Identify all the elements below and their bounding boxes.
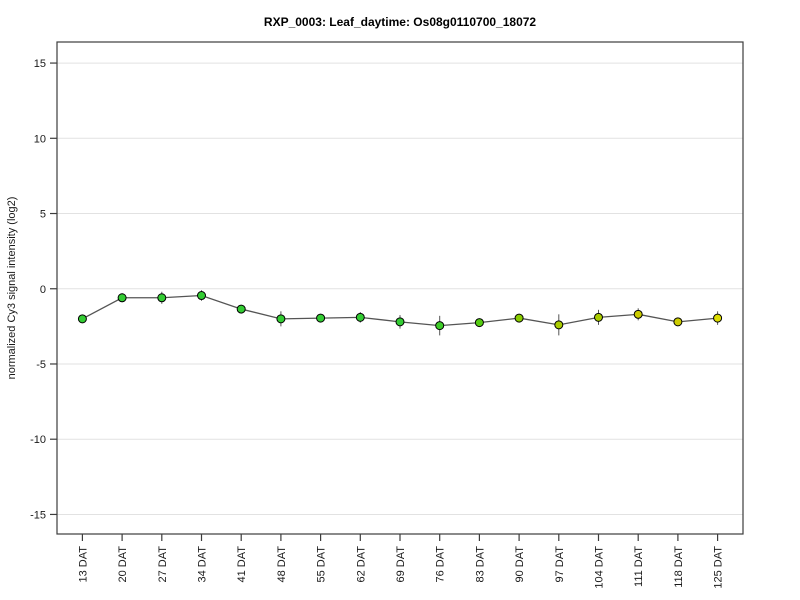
x-tick-label: 125 DAT <box>713 546 725 589</box>
y-axis-label: normalized Cy3 signal intensity (log2) <box>6 197 18 380</box>
data-points <box>77 291 723 331</box>
data-point <box>236 304 246 314</box>
data-point <box>633 309 643 319</box>
x-tick-label: 20 DAT <box>117 546 129 583</box>
data-point <box>395 317 405 327</box>
data-point <box>673 317 683 327</box>
data-point <box>474 318 484 328</box>
x-tick-label: 118 DAT <box>673 546 685 588</box>
y-tick-label: 0 <box>40 284 46 296</box>
y-tick-label: -5 <box>36 359 46 371</box>
x-tick-label: 69 DAT <box>395 546 407 583</box>
x-tick-label: 27 DAT <box>157 546 169 583</box>
y-tick-label: 5 <box>40 209 46 221</box>
chart-title: RXP_0003: Leaf_daytime: Os08g0110700_180… <box>264 15 537 29</box>
x-tick-label: 13 DAT <box>77 546 89 583</box>
data-point <box>713 313 723 323</box>
gridlines <box>57 62 743 515</box>
x-tick-label: 104 DAT <box>593 546 605 589</box>
x-tick-label: 34 DAT <box>197 546 209 583</box>
x-tick-label: 48 DAT <box>276 546 288 583</box>
x-tick-label: 90 DAT <box>514 546 526 583</box>
data-point <box>117 293 127 303</box>
x-tick-label: 62 DAT <box>355 546 367 583</box>
plot-border <box>56 41 744 535</box>
plot-frame <box>56 41 744 535</box>
y-tick-label: 15 <box>34 58 46 70</box>
data-point <box>435 321 445 331</box>
data-point <box>157 293 167 303</box>
data-point <box>316 313 326 323</box>
y-axis-ticks: 15 10 5 0 -5 -10 -15 <box>30 58 57 521</box>
y-tick-label: -10 <box>30 434 46 446</box>
x-tick-label: 83 DAT <box>474 546 486 583</box>
data-point <box>276 314 286 324</box>
data-point <box>197 291 207 301</box>
x-tick-label: 76 DAT <box>435 546 447 583</box>
data-point <box>514 313 524 323</box>
x-tick-label: 111 DAT <box>633 546 645 587</box>
x-tick-label: 97 DAT <box>554 546 566 583</box>
x-axis-ticks: 13 DAT 20 DAT 27 DAT 34 DAT 41 DAT 48 DAT 55 D… <box>77 534 725 589</box>
y-tick-label: -15 <box>30 509 46 521</box>
y-tick-label: 10 <box>34 133 46 145</box>
data-point <box>77 314 87 324</box>
x-tick-label: 55 DAT <box>316 546 328 583</box>
data-point <box>593 312 603 322</box>
data-point <box>355 312 365 322</box>
x-tick-label: 41 DAT <box>236 546 248 583</box>
data-point <box>554 320 564 330</box>
